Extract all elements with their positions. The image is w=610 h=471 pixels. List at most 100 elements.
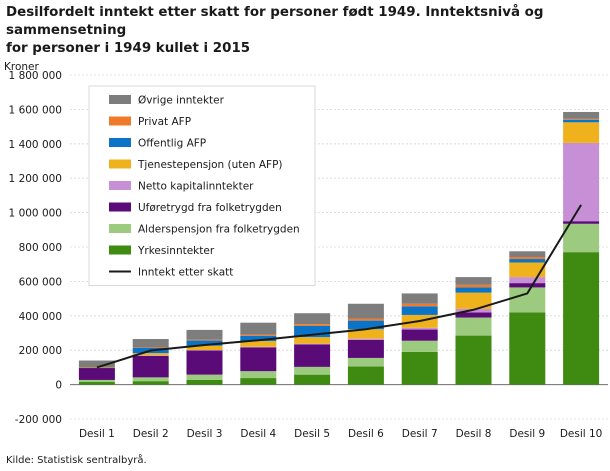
bar-segment <box>240 341 277 347</box>
legend-swatch <box>109 245 131 255</box>
chart-title: Desilfordelt inntekt etter skatt for per… <box>6 4 606 58</box>
bar-segment <box>347 366 384 385</box>
y-tick-label: -200 000 <box>15 414 62 426</box>
legend-swatch <box>109 159 131 169</box>
bar-segment <box>347 357 384 367</box>
legend-label: Øvrige inntekter <box>138 95 225 107</box>
x-tick-label: Desil 6 <box>348 428 384 440</box>
bar-segment <box>132 355 169 378</box>
legend-swatch <box>109 202 131 212</box>
bar-segment <box>347 338 384 340</box>
bar-segment <box>132 355 169 356</box>
x-tick-label: Desil 3 <box>187 428 223 440</box>
legend-label: Inntekt etter skatt <box>138 267 233 279</box>
y-tick-label: 600 000 <box>19 276 62 288</box>
bar-segment <box>563 142 600 222</box>
bar-segment <box>509 283 546 288</box>
y-tick-label: 0 <box>55 380 62 392</box>
legend-swatch <box>109 181 131 190</box>
bar-segment <box>563 119 600 123</box>
bar-segment <box>294 343 331 345</box>
bar-segment <box>455 312 492 318</box>
bar-segment <box>401 351 438 385</box>
bar-segment <box>509 287 546 313</box>
legend-label: Netto kapitalinntekter <box>138 181 254 193</box>
bar-segment <box>240 335 277 342</box>
legend-swatch <box>109 95 131 104</box>
bar-segment <box>132 339 169 348</box>
x-tick-label: Desil 8 <box>456 428 492 440</box>
bar-segment <box>294 374 331 385</box>
y-axis-label: Kroner <box>4 61 40 73</box>
bar-segment <box>563 221 600 224</box>
bar-segment <box>401 293 438 304</box>
y-tick-label: 400 000 <box>19 311 62 323</box>
bar-segment <box>132 353 169 356</box>
bar-segment <box>132 347 169 348</box>
bar-segment <box>347 320 384 330</box>
bar-segment <box>186 329 223 340</box>
bar-segment <box>347 303 384 319</box>
income-line <box>96 204 582 369</box>
bar-segment <box>294 313 331 325</box>
bar-segment <box>294 325 331 338</box>
bar-segment <box>347 318 384 321</box>
bar-segment <box>509 251 546 257</box>
bar-segment <box>132 377 169 382</box>
bar-segment <box>294 366 331 375</box>
legend-label: Offentlig AFP <box>138 138 206 150</box>
bar-segment <box>455 317 492 336</box>
bar-segment <box>455 287 492 293</box>
bar-segment <box>132 381 169 385</box>
bar-segment <box>78 360 115 368</box>
y-tick-label: 200 000 <box>19 345 62 357</box>
bar-segment <box>240 322 277 335</box>
bar-segment <box>186 379 223 385</box>
y-tick-label: 1 000 000 <box>9 208 62 220</box>
bar-segment <box>455 284 492 288</box>
legend-label: Uføretrygd fra folketrygden <box>138 202 282 214</box>
x-tick-label: Desil 10 <box>560 428 603 440</box>
bar-segment <box>401 329 438 341</box>
bar-segment <box>347 329 384 339</box>
chart-title-line-2: for personer i 1949 kullet i 2015 <box>6 41 251 56</box>
y-tick-label: 1 800 000 <box>9 70 62 82</box>
legend-label: Alderspensjon fra folketrygden <box>138 224 300 236</box>
bar-segment <box>455 335 492 385</box>
bar-segment <box>563 223 600 253</box>
bar-segment <box>240 346 277 348</box>
bar-segment <box>186 350 223 375</box>
legend-label: Yrkesinntekter <box>137 245 215 257</box>
bar-segment <box>509 256 546 260</box>
bar-segment <box>294 344 331 367</box>
bar-segment <box>294 324 331 326</box>
x-tick-label: Desil 1 <box>79 428 115 440</box>
bar-segment <box>563 122 600 143</box>
x-tick-label: Desil 5 <box>294 428 330 440</box>
bar-segment <box>186 339 223 341</box>
y-tick-label: 800 000 <box>19 242 62 254</box>
bar-segment <box>78 379 115 383</box>
x-tick-label: Desil 9 <box>509 428 545 440</box>
legend-swatch <box>109 138 131 147</box>
bar-segment <box>563 252 600 385</box>
bar-segment <box>401 327 438 330</box>
legend-swatch <box>109 116 131 126</box>
bar-segment <box>563 118 600 120</box>
bar-segment <box>509 259 546 263</box>
legend-swatch <box>109 224 131 233</box>
bar-segment <box>455 277 492 285</box>
bar-segment <box>509 277 546 284</box>
bar-segment <box>240 371 277 379</box>
bar-segment <box>401 303 438 307</box>
bar-segment <box>347 339 384 358</box>
bar-segment <box>240 378 277 385</box>
bar-segment <box>186 350 223 351</box>
x-tick-label: Desil 4 <box>240 428 276 440</box>
bar-segment <box>186 374 223 380</box>
bar-segment <box>78 367 115 380</box>
y-tick-label: 1 600 000 <box>9 104 62 116</box>
bar-segment <box>78 382 115 385</box>
bar-segment <box>78 367 115 369</box>
